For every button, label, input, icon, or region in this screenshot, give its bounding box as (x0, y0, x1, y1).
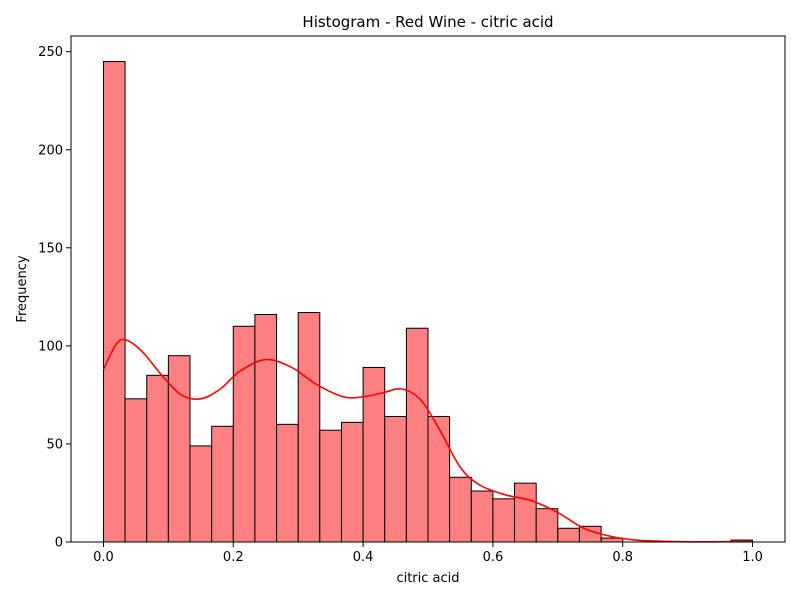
y-axis-label: Frequency (15, 255, 30, 322)
y-tick-label: 200 (38, 143, 63, 158)
histogram-bar (124, 398, 148, 543)
x-tick-label: 0.8 (612, 550, 633, 565)
plot-frame (70, 35, 786, 543)
histogram-bar (232, 325, 256, 543)
y-tick-label: 150 (38, 241, 63, 256)
bars-group (102, 60, 754, 543)
x-tick-label: 0.6 (483, 550, 504, 565)
histogram-bar (319, 429, 342, 543)
x-tick-label: 0.0 (93, 550, 114, 565)
kde-group (102, 338, 753, 543)
y-tick-label: 100 (38, 339, 63, 354)
x-tick-label: 0.4 (353, 550, 374, 565)
y-tick-label: 50 (46, 437, 63, 452)
histogram-bar (146, 374, 169, 543)
y-tick-label: 0 (55, 536, 63, 551)
histogram-bar (427, 415, 451, 543)
x-tick-label: 0.2 (223, 550, 244, 565)
histogram-bar (557, 527, 580, 543)
chart-title: Histogram - Red Wine - citric acid (302, 13, 553, 31)
histogram-bar (405, 327, 429, 543)
histogram-bar (211, 425, 234, 543)
x-tick-label: 1.0 (742, 550, 763, 565)
histogram-bar (535, 508, 559, 543)
histogram-bar (167, 355, 191, 543)
histogram-bar (254, 313, 278, 543)
y-tick-label: 250 (38, 45, 63, 60)
histogram-bar (340, 421, 364, 543)
kde-line (102, 338, 753, 543)
y-axis-ticks: 0 50 100 150 200 250 (38, 45, 71, 551)
histogram-bar (189, 445, 213, 543)
histogram-bar (297, 312, 321, 543)
x-axis-label: citric acid (396, 571, 459, 586)
histogram-bar (578, 525, 602, 543)
histogram-bar (514, 482, 537, 543)
histogram-bar (470, 490, 494, 543)
histogram-bar (449, 476, 472, 543)
histogram-bar (384, 415, 407, 543)
histogram-bar (492, 498, 516, 543)
histogram-bar (276, 423, 299, 543)
x-axis-ticks: 0.0 0.2 0.4 0.6 0.8 1.0 (93, 542, 763, 565)
histogram-bar (102, 60, 126, 543)
